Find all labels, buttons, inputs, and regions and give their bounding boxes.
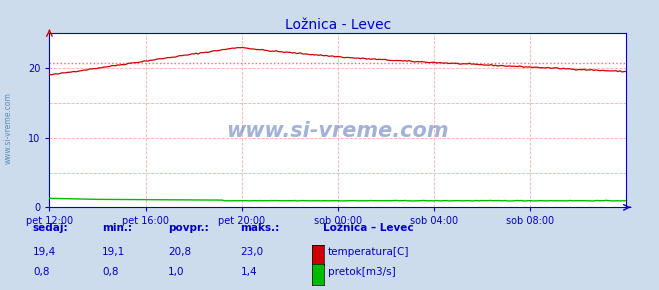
Text: min.:: min.: bbox=[102, 224, 132, 233]
Text: www.si-vreme.com: www.si-vreme.com bbox=[227, 121, 449, 141]
Text: 1,0: 1,0 bbox=[168, 267, 185, 277]
Text: 19,1: 19,1 bbox=[102, 247, 125, 257]
Text: 19,4: 19,4 bbox=[33, 247, 56, 257]
Text: maks.:: maks.: bbox=[241, 224, 280, 233]
Title: Ložnica - Levec: Ložnica - Levec bbox=[285, 18, 391, 32]
Text: 20,8: 20,8 bbox=[168, 247, 191, 257]
Text: 1,4: 1,4 bbox=[241, 267, 257, 277]
Text: 0,8: 0,8 bbox=[33, 267, 49, 277]
Text: Ložnica – Levec: Ložnica – Levec bbox=[323, 224, 414, 233]
Text: 0,8: 0,8 bbox=[102, 267, 119, 277]
Text: temperatura[C]: temperatura[C] bbox=[328, 247, 410, 257]
Text: pretok[m3/s]: pretok[m3/s] bbox=[328, 267, 396, 277]
Text: www.si-vreme.com: www.si-vreme.com bbox=[3, 92, 13, 164]
Text: 23,0: 23,0 bbox=[241, 247, 264, 257]
Text: sedaj:: sedaj: bbox=[33, 224, 69, 233]
Text: povpr.:: povpr.: bbox=[168, 224, 209, 233]
